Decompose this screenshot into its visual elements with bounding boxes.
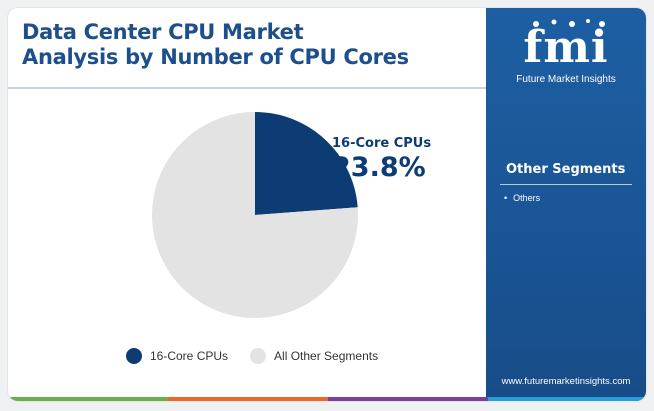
bottom-bar-segment-purple [328, 397, 488, 401]
pie-chart [152, 112, 359, 318]
sidebar-list-item: Others [504, 191, 540, 205]
legend-swatch-16-core [126, 348, 142, 364]
bottom-color-bar [8, 397, 646, 401]
bottom-bar-segment-blue [488, 397, 646, 401]
sidebar-list: Others [504, 191, 540, 205]
chart-legend: 16-Core CPUs All Other Segments [126, 348, 400, 364]
legend-swatch-other-segments [250, 348, 267, 364]
legend-item-16-core: 16-Core CPUs [126, 348, 228, 364]
chart-title: Data Center CPU Market Analysis by Numbe… [22, 20, 482, 70]
sidebar-divider [500, 184, 632, 185]
legend-label-16-core: 16-Core CPUs [150, 349, 229, 363]
callout-label: 16-Core CPUs [332, 136, 432, 151]
legend-item-other-segments: All Other Segments [250, 348, 378, 364]
bottom-bar-segment-orange [168, 397, 328, 401]
bottom-bar-segment-green [8, 397, 168, 401]
sidebar-panel: fmi Future Market Insights Other Segment… [486, 8, 646, 401]
infographic-card: Data Center CPU Market Analysis by Numbe… [8, 8, 646, 401]
logo-caption: Future Market Insights [516, 74, 616, 85]
pie-slice-all-other-segments [152, 112, 359, 318]
pie-callout: 16-Core CPUs 23.8% [332, 136, 431, 183]
sidebar-heading: Other Segments [506, 162, 626, 177]
chart-title-line-1: Data Center CPU Market [22, 20, 304, 44]
title-divider [8, 87, 486, 89]
pie-chart-area [8, 98, 486, 348]
legend-label-other-segments: All Other Segments [274, 349, 379, 363]
logo-mark: fmi [523, 22, 609, 73]
chart-title-line-2: Analysis by Number of CPU Cores [22, 45, 409, 69]
callout-arrowhead-icon [338, 160, 346, 170]
website-url: www.futuremarketinsights.com [501, 376, 631, 387]
logo-dots-icon [533, 19, 605, 27]
pie-slice-16-core-cpus [255, 112, 358, 215]
callout-value: 23.8% [332, 152, 426, 183]
